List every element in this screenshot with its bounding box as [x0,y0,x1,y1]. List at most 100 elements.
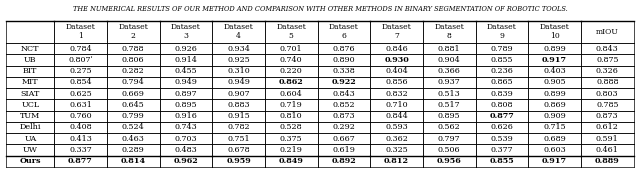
Text: 0.593: 0.593 [385,123,408,131]
Text: 0.788: 0.788 [122,45,145,53]
Text: 0.956: 0.956 [437,157,461,165]
Text: 0.220: 0.220 [280,67,303,75]
Text: 0.849: 0.849 [279,157,303,165]
Text: 0.338: 0.338 [333,67,355,75]
Text: 0.703: 0.703 [175,135,197,143]
Text: UCL: UCL [21,101,39,109]
Text: 0.843: 0.843 [596,45,619,53]
Text: 0.625: 0.625 [69,90,92,98]
Text: 0.883: 0.883 [227,101,250,109]
Text: 0.855: 0.855 [491,56,513,64]
Text: 0.832: 0.832 [385,90,408,98]
Text: 0.455: 0.455 [175,67,197,75]
Text: 0.814: 0.814 [120,157,146,165]
Text: 0.461: 0.461 [596,146,619,154]
Text: 0.528: 0.528 [280,123,303,131]
Text: 0.751: 0.751 [227,135,250,143]
Text: 0.282: 0.282 [122,67,145,75]
Text: 0.922: 0.922 [332,78,356,87]
Text: 0.289: 0.289 [122,146,145,154]
Text: 0.873: 0.873 [333,112,355,120]
Text: 0.897: 0.897 [175,90,197,98]
Text: mIOU: mIOU [596,28,619,36]
Text: 0.404: 0.404 [385,67,408,75]
Text: Dataset
7: Dataset 7 [381,23,412,40]
Text: 0.807ʹ: 0.807ʹ [68,56,93,64]
Text: 0.678: 0.678 [227,146,250,154]
Text: Delhi: Delhi [20,123,41,131]
Text: 0.881: 0.881 [438,45,461,53]
Text: 0.375: 0.375 [280,135,303,143]
Text: 0.937: 0.937 [438,78,461,87]
Text: 0.846: 0.846 [385,45,408,53]
Text: 0.789: 0.789 [491,45,513,53]
Text: 0.539: 0.539 [490,135,513,143]
Text: 0.899: 0.899 [543,45,566,53]
Text: 0.869: 0.869 [543,101,566,109]
Text: 0.865: 0.865 [491,78,513,87]
Text: 0.916: 0.916 [175,112,197,120]
Text: UW: UW [23,146,38,154]
Text: 0.962: 0.962 [173,157,198,165]
Text: Dataset
4: Dataset 4 [223,23,253,40]
Text: 0.934: 0.934 [227,45,250,53]
Text: Dataset
8: Dataset 8 [435,23,464,40]
Text: SIAT: SIAT [20,90,40,98]
Text: 0.875: 0.875 [596,56,618,64]
Text: 0.645: 0.645 [122,101,145,109]
Text: 0.803: 0.803 [596,90,619,98]
Text: 0.219: 0.219 [280,146,303,154]
Text: 0.925: 0.925 [227,56,250,64]
Text: 0.326: 0.326 [596,67,619,75]
Text: 0.899: 0.899 [543,90,566,98]
Text: 0.612: 0.612 [596,123,619,131]
Text: 0.506: 0.506 [438,146,461,154]
Text: 0.740: 0.740 [280,56,303,64]
Text: Dataset
10: Dataset 10 [540,23,570,40]
Text: 0.888: 0.888 [596,78,618,87]
Text: 0.855: 0.855 [490,157,515,165]
Text: 0.890: 0.890 [333,56,355,64]
Text: 0.603: 0.603 [543,146,566,154]
Text: Dataset
6: Dataset 6 [329,23,359,40]
Text: 0.926: 0.926 [175,45,197,53]
Text: 0.785: 0.785 [596,101,618,109]
Text: 0.876: 0.876 [333,45,355,53]
Text: UA: UA [24,135,36,143]
Text: NCT: NCT [21,45,40,53]
Text: 0.719: 0.719 [280,101,303,109]
Text: 0.325: 0.325 [385,146,408,154]
Text: 0.904: 0.904 [438,56,461,64]
Text: Dataset
5: Dataset 5 [276,23,306,40]
Text: 0.562: 0.562 [438,123,461,131]
Text: Dataset
9: Dataset 9 [487,23,516,40]
Text: 0.667: 0.667 [333,135,355,143]
Text: 0.854: 0.854 [69,78,92,87]
Text: 0.959: 0.959 [226,157,251,165]
Text: 0.760: 0.760 [69,112,92,120]
Text: 0.914: 0.914 [175,56,197,64]
Text: 0.619: 0.619 [332,146,355,154]
Text: 0.873: 0.873 [596,112,619,120]
Text: 0.794: 0.794 [122,78,145,87]
Text: 0.862: 0.862 [279,78,303,87]
Text: 0.915: 0.915 [227,112,250,120]
Text: 0.710: 0.710 [385,101,408,109]
Text: Dataset
1: Dataset 1 [66,23,95,40]
Text: 0.949: 0.949 [175,78,197,87]
Text: 0.808: 0.808 [491,101,513,109]
Text: 0.463: 0.463 [122,135,145,143]
Text: MIT: MIT [22,78,38,87]
Text: 0.889: 0.889 [595,157,620,165]
Text: 0.715: 0.715 [543,123,566,131]
Text: 0.483: 0.483 [175,146,197,154]
Text: 0.626: 0.626 [490,123,513,131]
Text: 0.877: 0.877 [68,157,93,165]
Text: 0.812: 0.812 [384,157,409,165]
Text: 0.337: 0.337 [69,146,92,154]
Text: 0.604: 0.604 [280,90,303,98]
Text: 0.689: 0.689 [543,135,566,143]
Text: 0.806: 0.806 [122,56,145,64]
Text: Dataset
2: Dataset 2 [118,23,148,40]
Text: 0.949: 0.949 [227,78,250,87]
